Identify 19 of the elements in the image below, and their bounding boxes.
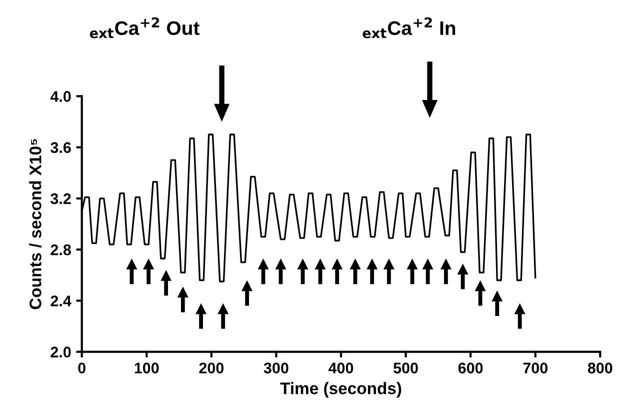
x-axis-title: Time (seconds) xyxy=(280,382,402,398)
x-tick-label: 500 xyxy=(394,362,418,374)
text: $_{ext}$Ca$^{+2}$ In xyxy=(362,17,456,38)
x-tick-label: 800 xyxy=(588,362,612,374)
y-tick-label: 3.2 xyxy=(50,193,71,204)
x-tick-label: 0 xyxy=(78,362,86,374)
y-tick-label: 2.0 xyxy=(50,346,71,358)
y-tick-label: 2.4 xyxy=(50,296,72,306)
y-axis-title: Counts / second X10⁵ xyxy=(29,139,42,310)
y-tick-label: 3.6 xyxy=(50,142,71,154)
x-tick-label: 100 xyxy=(134,362,159,374)
x-tick-label: 200 xyxy=(199,362,224,374)
text: $_{ext}$Ca$^{+2}$ Out xyxy=(90,17,200,38)
y-tick-label: 4.0 xyxy=(50,91,71,102)
y-tick-label: 2.8 xyxy=(50,244,71,256)
x-tick-label: 700 xyxy=(523,362,548,374)
x-tick-label: 300 xyxy=(264,362,288,374)
x-tick-label: 600 xyxy=(458,362,483,374)
x-tick-label: 400 xyxy=(328,362,354,374)
